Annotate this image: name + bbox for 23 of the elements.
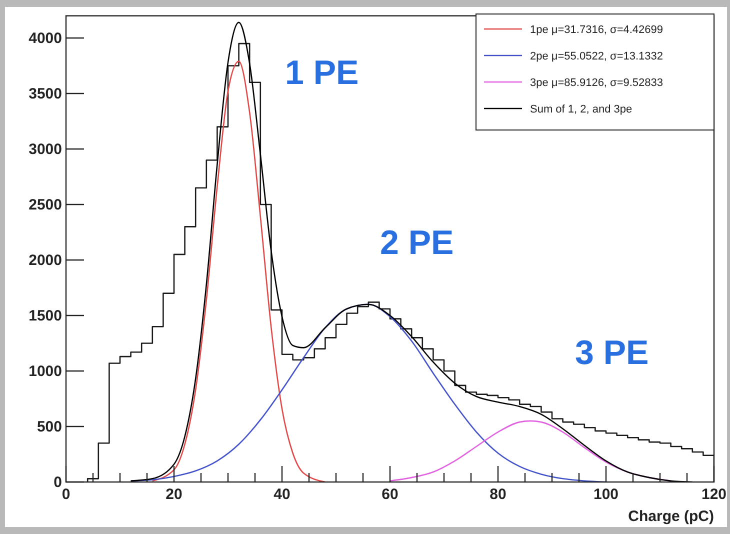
y-tick-label: 500 <box>36 418 62 436</box>
x-tick-label: 80 <box>490 486 506 503</box>
y-tick-label: 1000 <box>28 363 62 380</box>
y-tick-label: 4000 <box>28 30 62 47</box>
legend-label: 1pe μ=31.7316, σ=4.42699 <box>530 24 664 36</box>
y-tick-label: 1500 <box>28 308 62 324</box>
y-tick-label: 3000 <box>28 141 62 158</box>
legend-label: 3pe μ=85.9126, σ=9.52833 <box>530 77 664 89</box>
legend-label: Sum of 1, 2, and 3pe <box>530 104 632 116</box>
legend-label: 2pe μ=55.0522, σ=13.1332 <box>530 50 664 62</box>
x-tick-label: 20 <box>166 486 182 503</box>
x-tick-label: 120 <box>701 486 727 503</box>
y-tick-label: 2000 <box>28 252 62 269</box>
annotation: 3 PE <box>575 334 649 372</box>
annotation: 1 PE <box>285 54 359 92</box>
x-tick-label: 60 <box>382 486 398 503</box>
y-tick-label: 2500 <box>28 196 62 214</box>
x-axis-title: Charge (pC) <box>628 508 714 525</box>
x-tick-label: 40 <box>274 486 290 503</box>
y-tick-label: 0 <box>54 474 62 491</box>
x-tick-label: 100 <box>593 486 619 503</box>
y-tick-label: 3500 <box>28 86 62 102</box>
annotation: 2 PE <box>380 224 454 262</box>
